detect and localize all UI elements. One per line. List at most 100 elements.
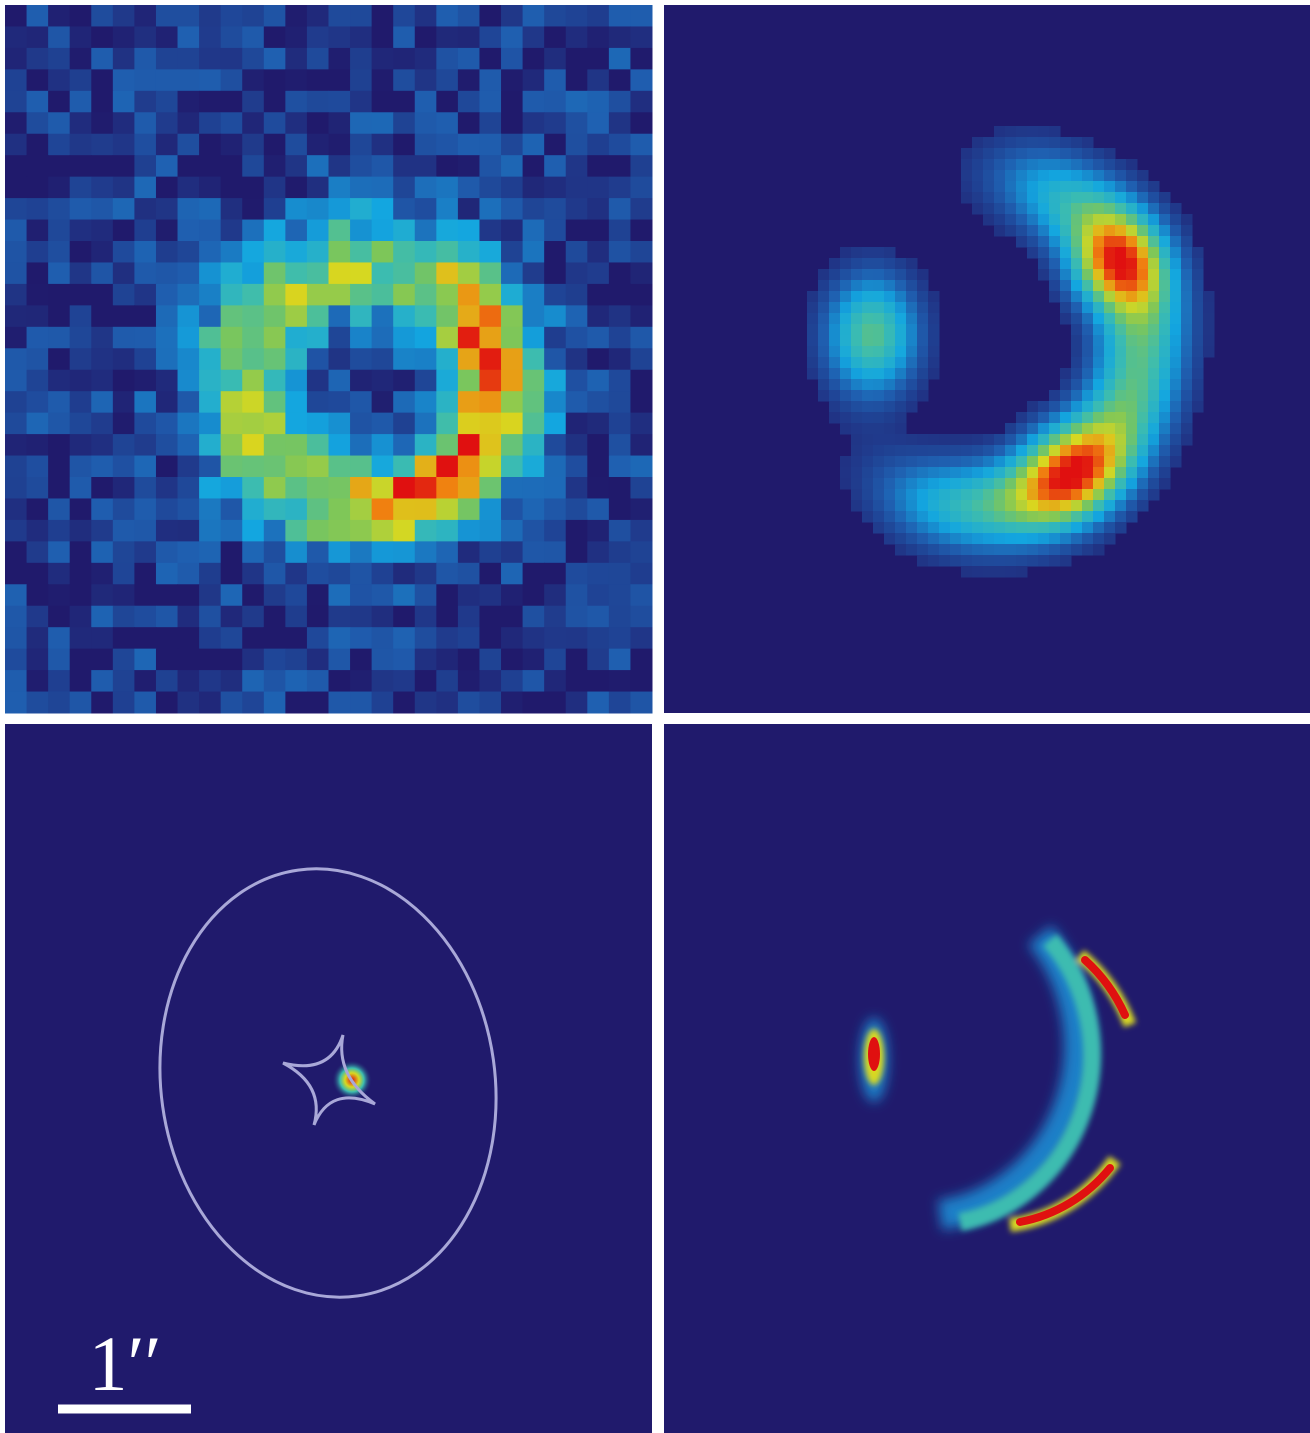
pixel (372, 649, 394, 671)
pixel (544, 692, 566, 714)
pixel (372, 198, 394, 220)
pixel (587, 262, 609, 284)
pixel (523, 692, 545, 714)
pixel (917, 522, 929, 534)
pixel (156, 434, 178, 456)
pixel (113, 541, 135, 563)
pixel (862, 346, 874, 358)
pixel (829, 280, 841, 292)
pixel (48, 477, 70, 499)
pixel (983, 170, 995, 182)
pixel (329, 220, 351, 242)
pixel (928, 324, 940, 336)
pixel (1016, 192, 1028, 204)
pixel (242, 413, 264, 435)
pixel (1181, 214, 1193, 226)
pixel (350, 155, 372, 177)
pixel (630, 155, 652, 177)
pixel (1049, 159, 1061, 171)
pixel (91, 692, 113, 714)
pixel (285, 541, 307, 563)
pixel (1126, 214, 1138, 226)
pixel (523, 177, 545, 199)
pixel (1148, 280, 1160, 292)
pixel (242, 520, 264, 542)
pixel (415, 327, 437, 349)
pixel (285, 670, 307, 692)
pixel (113, 112, 135, 134)
pixel (113, 134, 135, 156)
pixel (840, 313, 852, 325)
pixel (458, 220, 480, 242)
pixel (285, 112, 307, 134)
pixel (27, 563, 49, 585)
pixel (1005, 203, 1017, 215)
pixel (884, 291, 896, 303)
pixel (91, 284, 113, 306)
pixel (523, 434, 545, 456)
pixel (587, 220, 609, 242)
pixel (630, 692, 652, 714)
pixel (566, 348, 588, 370)
pixel (242, 348, 264, 370)
pixel (393, 112, 415, 134)
pixel (285, 434, 307, 456)
pixel (372, 220, 394, 242)
pixel (221, 91, 243, 113)
pixel (479, 134, 501, 156)
pixel (5, 5, 27, 27)
pixel (5, 627, 27, 649)
pixel (1104, 467, 1116, 479)
pixel (961, 148, 973, 160)
pixel (1137, 445, 1149, 457)
pixel (199, 456, 221, 478)
pixel (436, 91, 458, 113)
pixel (5, 91, 27, 113)
pixel (1016, 533, 1028, 545)
pixel (1027, 456, 1039, 468)
pixel (851, 346, 863, 358)
pixel (1093, 533, 1105, 545)
pixel (873, 434, 885, 446)
pixel (134, 649, 156, 671)
pixel (458, 177, 480, 199)
pixel (1060, 269, 1072, 281)
pixel (285, 520, 307, 542)
pixel (1049, 291, 1061, 303)
pixel (1170, 379, 1182, 391)
pixel (928, 291, 940, 303)
pixel (972, 522, 984, 534)
pixel (329, 348, 351, 370)
pixel (1126, 170, 1138, 182)
pixel (70, 477, 92, 499)
pixel (156, 563, 178, 585)
pixel (566, 391, 588, 413)
pixel (950, 500, 962, 512)
pixel (264, 541, 286, 563)
pixel (873, 258, 885, 270)
pixel (939, 522, 951, 534)
pixel (27, 327, 49, 349)
pixel (372, 498, 394, 520)
pixel (1137, 291, 1149, 303)
pixel (242, 262, 264, 284)
pixel (264, 327, 286, 349)
pixel (134, 413, 156, 435)
pixel (458, 48, 480, 70)
pixel (928, 456, 940, 468)
pixel (264, 692, 286, 714)
pixel (264, 498, 286, 520)
pixel (1148, 291, 1160, 303)
pixel (264, 456, 286, 478)
pixel (1005, 126, 1017, 138)
pixel (501, 413, 523, 435)
pixel (544, 327, 566, 349)
pixel (1027, 159, 1039, 171)
pixel (566, 134, 588, 156)
pixel (350, 220, 372, 242)
pixel (1181, 335, 1193, 347)
pixel (1005, 159, 1017, 171)
pixel (307, 606, 329, 628)
pixel (156, 327, 178, 349)
pixel (70, 692, 92, 714)
